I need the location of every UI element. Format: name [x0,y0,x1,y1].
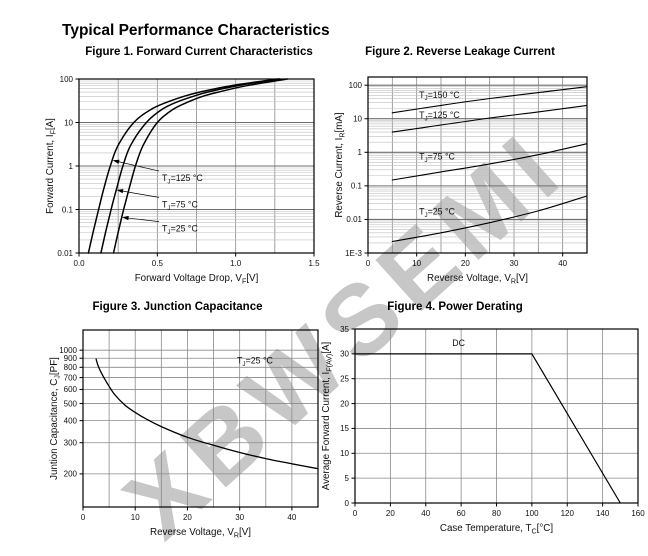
curve-annotation: TJ=150 °C [419,90,460,102]
y-tick-label: 35 [340,325,349,334]
x-axis-label: Case Temperature, TC[°C] [440,523,554,535]
y-axis-label: Juntion Capacitance, CJ[PF] [49,357,61,480]
series-curve [112,78,289,254]
page-title: Typical Performance Characteristics [62,22,330,40]
y-tick-label: 0 [345,499,350,508]
x-tick-label: 20 [461,259,470,268]
x-tick-label: 30 [235,513,244,522]
plot-border [367,76,588,254]
figure-3-title: Figure 3. Junction Capacitance [92,301,263,313]
y-tick-label: 20 [340,399,349,408]
x-tick-label: 60 [457,509,466,518]
x-tick-label: 1.0 [230,259,242,268]
x-tick-label: 0 [366,259,371,268]
annotation-arrow-line [116,160,160,172]
curve-annotation: TJ=75 °C [419,152,455,164]
curve-annotation: TJ=125 °C [419,110,460,122]
y-tick-label: 15 [340,424,349,433]
y-axis-label: Average Forward Current, IF(AV)[A] [321,341,333,490]
x-tick-label: 10 [131,513,140,522]
x-tick-label: 0.5 [152,259,164,268]
y-tick-label: 600 [64,385,78,394]
series-curve [391,143,588,181]
annotation-arrow-line [126,217,160,222]
figure-4-title: Figure 4. Power Derating [387,301,523,313]
y-tick-label: 200 [64,470,78,479]
plot-border [82,329,319,508]
x-tick-label: 0.0 [73,259,85,268]
y-tick-label: 300 [64,439,78,448]
y-tick-label: 0.01 [57,249,73,258]
figure-2-title: Figure 2. Reverse Leakage Current [365,46,555,58]
y-tick-label: 0.1 [62,205,74,214]
x-tick-label: 120 [561,509,575,518]
x-tick-label: 20 [183,513,192,522]
y-tick-label: 25 [340,375,349,384]
annotation-arrow-head [112,159,120,164]
figure-1-chart: 0.0 0.5 1.0 1.5 0.01 0.1 1 10 100 TJ=125 °C TJ=75 … [45,75,320,286]
x-tick-label: 1.5 [308,259,320,268]
series-curve [100,78,281,254]
y-tick-label: 10 [64,118,73,127]
annotation-arrow-line [120,190,160,198]
y-tick-label: 0.1 [351,182,363,191]
y-tick-label: 1 [69,162,74,171]
y-axis-label: Reverse Current, IR[mA] [334,112,346,218]
x-tick-label: 10 [412,259,421,268]
y-tick-label: 0.01 [346,215,362,224]
y-tick-label: 30 [340,350,349,359]
y-tick-label: 700 [64,373,78,382]
series-curve [354,353,621,504]
annotation-arrow-head [116,189,124,194]
series-curve [391,195,588,243]
series-curve [95,358,319,470]
curve-annotation: TJ=25 °C [162,224,198,236]
figure-4-chart: 0 20 40 60 80 100 120 140 160 0 5 10 15 20 25 30 35 DC Cas… [321,325,645,536]
y-tick-label: 500 [64,399,78,408]
annotation-arrow-head [122,215,129,221]
curve-annotation: TJ=75 °C [162,199,198,211]
series-curve [87,78,279,254]
y-tick-label: 400 [64,416,78,425]
x-axis-label: Reverse Voltage, VR[V] [427,273,528,285]
x-tick-label: 30 [510,259,519,268]
x-tick-label: 20 [386,509,395,518]
y-axis-label: Forward Current, IF[A] [45,118,57,214]
curve-annotation: TJ=125 °C [162,173,203,185]
x-axis-label: Forward Voltage Drop, VF[V] [135,273,259,285]
y-tick-label: 10 [340,449,349,458]
x-tick-label: 0 [81,513,86,522]
x-tick-label: 100 [525,509,539,518]
curve-annotation: TJ=25 °C [237,356,273,368]
y-tick-label: 1 [358,148,363,157]
y-tick-label: 10 [353,115,362,124]
series-curve [391,104,588,133]
x-tick-label: 160 [631,509,645,518]
x-tick-label: 40 [287,513,296,522]
x-axis-label: Reverse Voltage, VR[V] [150,527,251,539]
y-tick-label: 100 [349,81,363,90]
x-tick-label: 40 [558,259,567,268]
curve-annotation: TJ=25 °C [419,207,455,219]
series-curve [391,86,588,114]
x-tick-label: 80 [492,509,501,518]
y-tick-label: 5 [345,474,350,483]
y-tick-label: 100 [60,75,74,84]
y-tick-label: 1E-3 [345,249,362,258]
figure-1-title: Figure 1. Forward Current Characteristic… [85,46,313,58]
curve-annotation: DC [452,338,465,348]
x-tick-label: 0 [353,509,358,518]
y-tick-label: 800 [64,363,78,372]
y-tick-label: 900 [64,354,78,363]
x-tick-label: 40 [421,509,430,518]
y-tick-label: 1000 [59,346,77,355]
x-tick-label: 140 [596,509,610,518]
figure-2-chart: 0 10 20 30 40 1E-3 0.01 0.1 1 10 100 TJ=150 °C TJ=12… [334,76,588,285]
